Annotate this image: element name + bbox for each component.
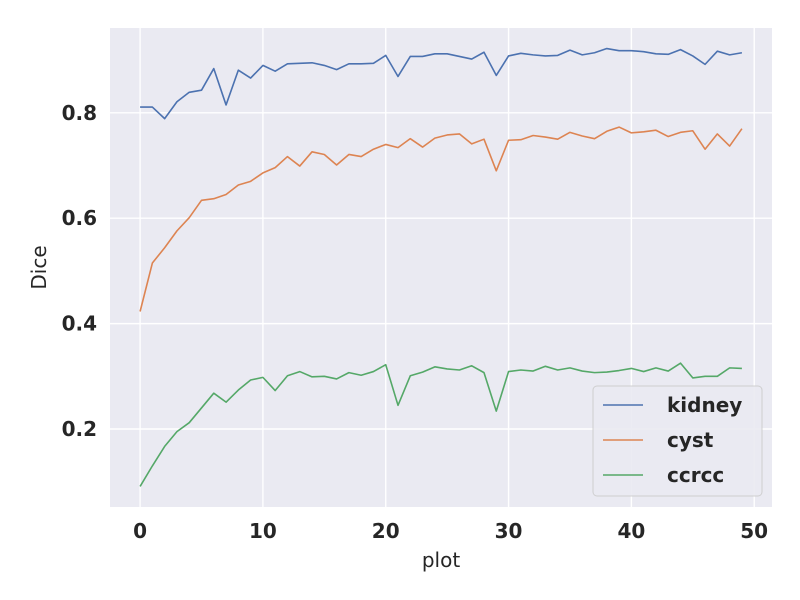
x-tick-label: 0 [133, 519, 147, 543]
y-tick-label: 0.6 [62, 206, 97, 230]
x-axis-label: plot [422, 548, 460, 572]
y-tick-label: 0.2 [62, 417, 97, 441]
y-axis-label: Dice [27, 245, 51, 289]
x-tick-label: 10 [249, 519, 277, 543]
series-lines [139, 47, 743, 487]
legend: kidney cyst ccrcc [592, 385, 763, 497]
legend-box [592, 385, 763, 497]
legend-label-ccrcc: ccrcc [667, 463, 724, 487]
series-line-cyst [139, 126, 743, 312]
y-tick-label: 0.4 [62, 312, 97, 336]
x-tick-label: 50 [740, 519, 768, 543]
tick-labels: 0 10 20 30 40 50 0.2 0.4 0.6 0.8 [62, 101, 769, 543]
legend-label-kidney: kidney [667, 393, 742, 417]
series-line-kidney [140, 47, 743, 120]
x-tick-label: 40 [617, 519, 645, 543]
x-tick-label: 20 [372, 519, 400, 543]
legend-label-cyst: cyst [667, 428, 714, 452]
series-line-ccrcc [139, 362, 742, 487]
x-tick-label: 30 [495, 519, 523, 543]
y-tick-label: 0.8 [62, 101, 97, 125]
